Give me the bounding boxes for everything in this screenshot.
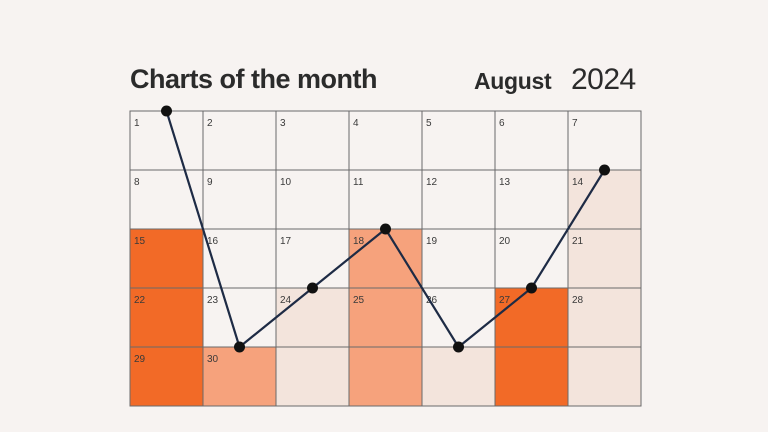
month-label: August xyxy=(474,68,552,94)
day-number-25: 25 xyxy=(353,295,365,306)
day-number-21: 21 xyxy=(572,236,584,247)
day-number-28: 28 xyxy=(572,295,584,306)
day-number-14: 14 xyxy=(572,177,584,188)
day-number-13: 13 xyxy=(499,177,511,188)
day-number-12: 12 xyxy=(426,177,438,188)
day-number-11: 11 xyxy=(353,177,364,188)
day-number-29: 29 xyxy=(134,354,146,365)
day-number-5: 5 xyxy=(426,118,432,129)
calendar-border xyxy=(129,110,642,407)
day-number-19: 19 xyxy=(426,236,438,247)
day-number-26: 26 xyxy=(426,295,438,306)
day-number-23: 23 xyxy=(207,295,219,306)
year-label: 2024 xyxy=(571,63,636,96)
data-point-6 xyxy=(526,282,537,294)
day-number-2: 2 xyxy=(207,118,213,129)
data-point-3 xyxy=(307,282,318,294)
day-number-1: 1 xyxy=(134,118,140,129)
day-number-18: 18 xyxy=(353,236,365,247)
shaded-block-col-5 xyxy=(422,347,495,406)
shaded-block-col-1 xyxy=(130,229,203,406)
shaded-block-col-2 xyxy=(203,347,276,406)
day-number-4: 4 xyxy=(353,118,359,129)
day-number-22: 22 xyxy=(134,295,146,306)
day-number-16: 16 xyxy=(207,236,219,247)
day-number-8: 8 xyxy=(134,177,140,188)
day-number-6: 6 xyxy=(499,118,505,129)
page-title: Charts of the month xyxy=(130,64,378,94)
day-number-7: 7 xyxy=(572,118,578,129)
day-number-9: 9 xyxy=(207,177,213,188)
shaded-block-col-4 xyxy=(349,229,422,406)
data-point-5 xyxy=(453,341,464,353)
data-point-4 xyxy=(380,223,391,235)
day-number-15: 15 xyxy=(134,236,146,247)
day-number-30: 30 xyxy=(207,354,219,365)
data-point-2 xyxy=(234,341,245,353)
day-number-24: 24 xyxy=(280,295,292,306)
day-number-17: 17 xyxy=(280,236,292,247)
day-number-20: 20 xyxy=(499,236,511,247)
day-number-27: 27 xyxy=(499,295,511,306)
data-point-7 xyxy=(599,164,610,176)
day-number-3: 3 xyxy=(280,118,286,129)
day-number-10: 10 xyxy=(280,177,292,188)
data-point-1 xyxy=(161,105,172,117)
